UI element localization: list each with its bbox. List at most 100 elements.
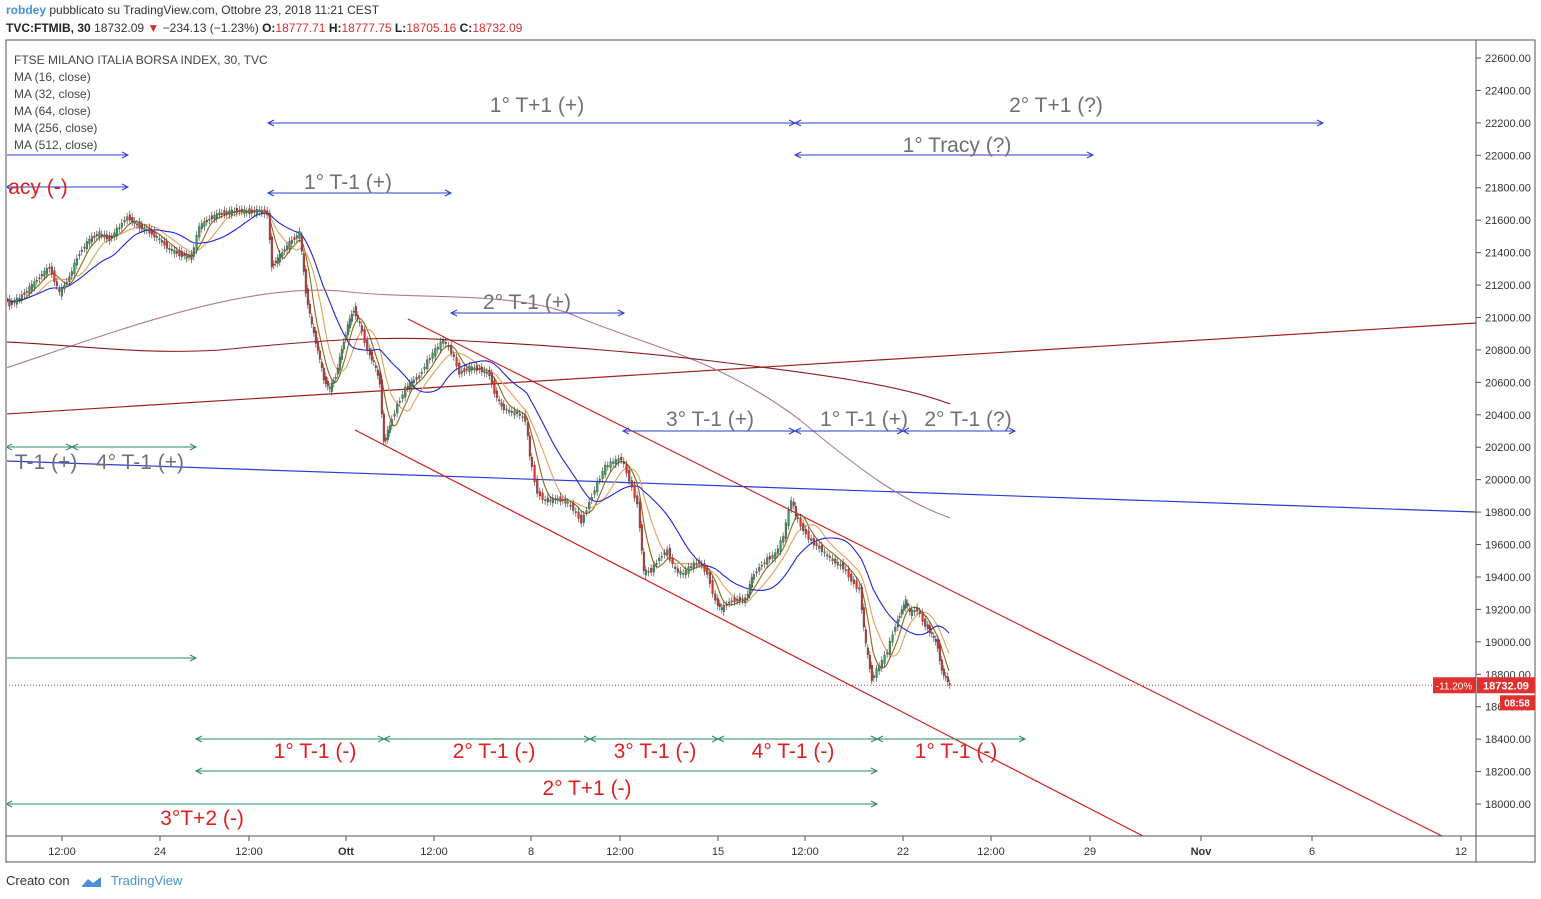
candle-body	[913, 610, 916, 613]
candle-body	[334, 377, 337, 379]
candle-body	[75, 258, 78, 266]
candle-body	[263, 209, 266, 214]
candle-body	[820, 545, 823, 552]
price-axis-tick-label: 20400.00	[1485, 410, 1531, 422]
candle-body	[916, 607, 919, 612]
candle-body	[368, 348, 371, 356]
candle-body	[799, 517, 802, 527]
legend-ma-32[interactable]: MA (32, close)	[14, 87, 91, 101]
candle-body	[168, 248, 171, 250]
candle-body	[787, 510, 790, 527]
candle-body	[258, 209, 261, 212]
time-axis-tick-label: 6	[1309, 846, 1315, 858]
arrow-head-icon	[621, 427, 630, 435]
candle-body	[513, 410, 516, 416]
candle-body	[588, 502, 591, 510]
candle-body	[384, 437, 387, 441]
candle-body	[741, 598, 744, 601]
candle-body	[483, 370, 486, 374]
price-badge	[1477, 677, 1535, 694]
candle-body	[906, 603, 909, 606]
author-name[interactable]: robdey	[6, 3, 47, 17]
candle-body	[295, 235, 298, 239]
candle-body	[842, 562, 845, 570]
candle-body	[561, 499, 564, 501]
arrow-head-icon	[716, 735, 725, 743]
candle-body	[904, 599, 907, 609]
candle-body	[551, 497, 554, 504]
candle-body	[934, 639, 937, 642]
price-axis-tick-label: 20200.00	[1485, 442, 1531, 454]
candle-body	[223, 210, 226, 215]
candle-body	[372, 360, 375, 362]
candle-body	[60, 287, 63, 297]
candle-body	[283, 249, 286, 252]
candle-body	[390, 419, 393, 426]
symbol-name: TVC:FTMIB, 30	[6, 21, 91, 35]
time-axis-tick-label: 8	[528, 846, 534, 858]
arrow-head-icon	[382, 735, 391, 743]
candle-body	[240, 209, 243, 212]
price-axis-tick-label: 22200.00	[1485, 118, 1531, 130]
arrow-head-icon	[70, 443, 79, 451]
candle-body	[596, 481, 599, 493]
candle-body	[888, 640, 891, 655]
candle-body	[63, 284, 66, 290]
candle-body	[143, 227, 146, 231]
candle-body	[50, 266, 53, 275]
candle-body	[344, 335, 347, 340]
candle-body	[8, 298, 11, 307]
arrow-head-icon	[189, 443, 198, 451]
candle-body	[834, 558, 837, 564]
candle-body	[93, 235, 96, 238]
price-axis-tick-label: 19800.00	[1485, 507, 1531, 519]
candle-body	[544, 499, 547, 501]
candle-body	[428, 358, 431, 360]
candle-body	[330, 382, 333, 392]
candle-body	[807, 530, 810, 540]
candle-body	[15, 297, 18, 305]
candle-body	[444, 342, 447, 344]
countdown-badge-label: 08:58	[1504, 698, 1530, 709]
annotation-label: 3°T+2 (-)	[160, 807, 244, 830]
candle-body	[175, 250, 178, 254]
candle-body	[350, 313, 353, 322]
candle-body	[308, 303, 311, 314]
candle-body	[53, 270, 56, 283]
candle-body	[13, 301, 16, 303]
candle-body	[366, 340, 369, 351]
legend-ma-512[interactable]: MA (512, close)	[14, 138, 98, 152]
countdown-badge	[1500, 695, 1535, 711]
candle-body	[293, 237, 296, 240]
low-value: 18705.16	[406, 21, 457, 35]
candle-body	[674, 566, 677, 569]
price-change: −234.13 (−1.23%)	[162, 21, 259, 35]
candle-body	[533, 464, 536, 482]
candle-body	[140, 224, 143, 230]
tradingview-link[interactable]: TradingView	[110, 873, 183, 888]
candle-body	[120, 222, 123, 228]
legend-ma-16[interactable]: MA (16, close)	[14, 70, 91, 84]
candle-body	[155, 236, 158, 238]
candle-body	[68, 276, 71, 282]
candle-body	[774, 552, 777, 559]
candle-body	[447, 345, 450, 348]
candle-body	[930, 632, 933, 634]
candle-body	[463, 368, 466, 373]
annotation-label: 4° T-1 (+)	[96, 451, 184, 474]
candle-body	[910, 609, 913, 616]
candle-body	[95, 234, 98, 237]
candle-body	[434, 348, 437, 357]
candle-body	[158, 238, 161, 240]
candle-body	[30, 284, 33, 291]
plot-area: 1° T+1 (+) 2° T+1 (?) 1° Tracy (?) 1° T-1 (…	[7, 94, 1476, 836]
arrow-head-icon	[1086, 151, 1095, 159]
candle-body	[38, 277, 41, 280]
legend-ma-64[interactable]: MA (64, close)	[14, 104, 91, 118]
legend-ma-256[interactable]: MA (256, close)	[14, 121, 98, 135]
price-axis-tick-label: 18000.00	[1485, 799, 1531, 811]
candle-body	[812, 538, 815, 546]
candle-body	[420, 372, 423, 374]
candle-body	[625, 464, 628, 474]
